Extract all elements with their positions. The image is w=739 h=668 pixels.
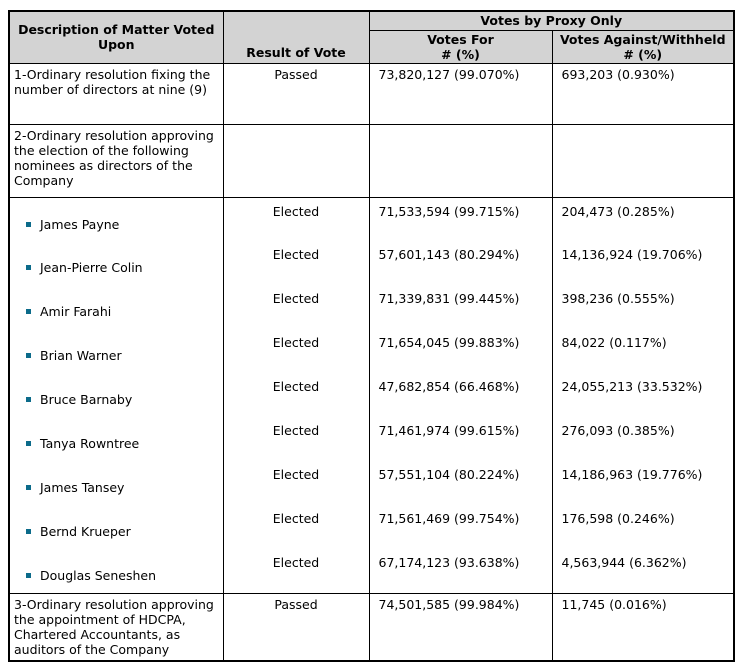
nominee-votes-against: 204,473 (0.285%) [551, 197, 735, 241]
matter-votes-for: 74,501,585 (99.984%) [368, 592, 553, 662]
bullet-icon [26, 485, 31, 490]
table-row-matter-2: 2-Ordinary resolution approving the elec… [8, 123, 735, 198]
bullet-icon [26, 441, 31, 446]
nominee-name: Brian Warner [40, 348, 122, 363]
nominee-votes-against: 14,186,963 (19.776%) [551, 461, 735, 505]
matter-description: 1-Ordinary resolution fixing the number … [8, 62, 224, 125]
nominee-result: Elected [222, 241, 370, 285]
table-row-nominee: Tanya Rowntree Elected 71,461,974 (99.61… [8, 417, 735, 461]
nominee-votes-against: 84,022 (0.117%) [551, 329, 735, 373]
nominee-result: Elected [222, 373, 370, 417]
nominee-name: James Payne [40, 216, 120, 232]
nominee-name: Jean-Pierre Colin [40, 260, 143, 275]
nominee-votes-for: 47,682,854 (66.468%) [368, 373, 553, 417]
nominee-result: Elected [222, 505, 370, 549]
nominee-result: Elected [222, 461, 370, 505]
nominee-result: Elected [222, 285, 370, 329]
nominee-votes-against: 4,563,944 (6.362%) [551, 549, 735, 593]
header-row-sub: Votes For # (%) Votes Against/Withheld #… [9, 29, 735, 64]
bullet-icon [26, 573, 31, 578]
nominee-name: Douglas Seneshen [40, 568, 157, 583]
nominee-name-cell: Douglas Seneshen [8, 549, 224, 593]
nominee-name: Amir Farahi [40, 304, 112, 319]
nominee-votes-against: 14,136,924 (19.706%) [551, 241, 735, 285]
table-row-matter-3: 3-Ordinary resolution approving the appo… [8, 592, 735, 662]
nominee-votes-for: 71,654,045 (99.883%) [368, 329, 553, 373]
matter-votes-against [551, 123, 735, 198]
nominee-name-cell: Brian Warner [8, 329, 224, 373]
nominee-votes-against: 398,236 (0.555%) [551, 285, 735, 329]
nominee-result: Elected [222, 417, 370, 461]
matter-description: 2-Ordinary resolution approving the elec… [8, 123, 224, 198]
nominee-name-cell: Jean-Pierre Colin [8, 241, 224, 285]
matter-votes-against: 693,203 (0.930%) [551, 62, 735, 125]
table-row-nominee: James Tansey Elected 57,551,104 (80.224%… [8, 461, 735, 505]
nominee-name-cell: James Tansey [8, 461, 224, 505]
nominee-votes-for: 71,461,974 (99.615%) [368, 417, 553, 461]
votes-against-label: Votes Against/Withheld [559, 31, 726, 47]
nominee-votes-for: 71,339,831 (99.445%) [368, 285, 553, 329]
count-pct-label: # (%) [623, 46, 663, 62]
nominee-votes-for: 71,561,469 (99.754%) [368, 505, 553, 549]
nominee-result: Elected [222, 549, 370, 593]
nominee-votes-against: 176,598 (0.246%) [551, 505, 735, 549]
table-row-nominee: Brian Warner Elected 71,654,045 (99.883%… [8, 329, 735, 373]
nominee-name-cell: James Payne [8, 197, 224, 241]
column-group-header-proxy: Votes by Proxy Only [368, 10, 735, 31]
nominee-name-cell: Bernd Krueper [8, 505, 224, 549]
nominee-name: Bruce Barnaby [40, 392, 133, 407]
table-row-nominee: James Payne Elected 71,533,594 (99.715%)… [8, 197, 735, 241]
table-row-nominee: Jean-Pierre Colin Elected 57,601,143 (80… [8, 241, 735, 285]
table-row-nominee: Amir Farahi Elected 71,339,831 (99.445%)… [8, 285, 735, 329]
count-pct-label: # (%) [441, 46, 480, 62]
nominee-result: Elected [222, 329, 370, 373]
matter-votes-for [368, 123, 553, 198]
nominee-result: Elected [222, 197, 370, 241]
nominee-name: Bernd Krueper [40, 524, 131, 539]
column-header-votes-for: Votes For # (%) [368, 29, 553, 64]
nominee-name-cell: Bruce Barnaby [8, 373, 224, 417]
matter-description: 3-Ordinary resolution approving the appo… [8, 592, 224, 662]
matter-votes-against: 11,745 (0.016%) [551, 592, 735, 662]
nominee-votes-against: 276,093 (0.385%) [551, 417, 735, 461]
matter-result: Passed [222, 62, 370, 125]
nominee-votes-against: 24,055,213 (33.532%) [551, 373, 735, 417]
table-row-matter-1: 1-Ordinary resolution fixing the number … [8, 62, 735, 125]
column-header-votes-against: Votes Against/Withheld # (%) [551, 29, 735, 64]
matter-result: Passed [222, 592, 370, 662]
bullet-icon [26, 221, 31, 227]
matter-votes-for: 73,820,127 (99.070%) [368, 62, 553, 125]
column-header-description: Description of Matter Voted Upon [8, 10, 224, 64]
nominee-votes-for: 67,174,123 (93.638%) [368, 549, 553, 593]
matter-result [222, 123, 370, 198]
votes-for-label: Votes For [427, 31, 494, 47]
nominee-name: Tanya Rowntree [40, 436, 140, 451]
bullet-icon [26, 265, 31, 270]
bullet-icon [26, 529, 31, 534]
header-row-group: Description of Matter Voted Upon Result … [8, 10, 735, 64]
voting-results-table: Description of Matter Voted Upon Result … [8, 10, 735, 662]
bullet-icon [26, 309, 31, 314]
nominee-votes-for: 57,601,143 (80.294%) [368, 241, 553, 285]
column-header-result: Result of Vote [222, 10, 370, 64]
nominee-votes-for: 71,533,594 (99.715%) [368, 197, 553, 241]
table-row-nominee: Douglas Seneshen Elected 67,174,123 (93.… [8, 549, 735, 593]
table-row-nominee: Bruce Barnaby Elected 47,682,854 (66.468… [8, 373, 735, 417]
nominee-votes-for: 57,551,104 (80.224%) [368, 461, 553, 505]
nominee-name-cell: Amir Farahi [8, 285, 224, 329]
table-row-nominee: Bernd Krueper Elected 71,561,469 (99.754… [8, 505, 735, 549]
bullet-icon [26, 353, 31, 358]
nominee-name: James Tansey [40, 480, 125, 495]
nominee-name-cell: Tanya Rowntree [8, 417, 224, 461]
bullet-icon [26, 397, 31, 402]
